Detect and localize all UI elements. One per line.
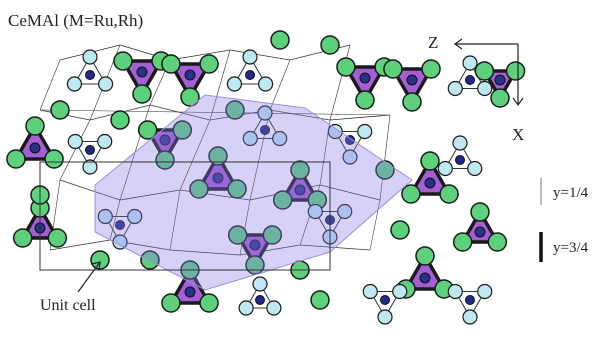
title: CeMAl (M=Ru,Rh) xyxy=(8,11,143,30)
atom-ce xyxy=(421,152,439,170)
atom-ce xyxy=(403,93,421,111)
atom-al xyxy=(478,82,492,96)
atom-ce xyxy=(7,150,25,168)
atom-m xyxy=(185,287,195,297)
atom-m xyxy=(475,227,485,237)
atom-al xyxy=(99,77,113,91)
atom-m xyxy=(137,67,147,77)
atom-ce xyxy=(440,185,458,203)
atom-al xyxy=(227,77,241,91)
atom-al xyxy=(67,77,81,91)
atom-ce xyxy=(162,55,180,73)
atom-al xyxy=(68,135,82,149)
atom-ce xyxy=(114,52,132,70)
atom-m xyxy=(407,75,417,85)
atom-m xyxy=(256,296,265,305)
legend-label: y=3/4 xyxy=(553,240,589,256)
atom-m xyxy=(30,143,40,153)
atom-ce xyxy=(337,58,355,76)
atom-al xyxy=(239,301,253,315)
atom-al xyxy=(259,77,273,91)
atom-al xyxy=(463,310,477,324)
atom-m xyxy=(86,71,95,80)
atom-ce xyxy=(416,247,434,265)
atom-m xyxy=(466,296,475,305)
atom-m xyxy=(456,156,465,165)
legend-label: y=1/4 xyxy=(553,185,589,201)
atom-ce xyxy=(507,62,525,80)
atom-ce xyxy=(384,60,402,78)
atom-al xyxy=(453,136,467,150)
atom-ce xyxy=(111,111,129,129)
atom-al xyxy=(98,135,112,149)
atom-ce xyxy=(422,60,440,78)
atom-ce xyxy=(471,203,489,221)
atom-ce xyxy=(402,185,420,203)
bond xyxy=(230,50,290,60)
annotation-arrow xyxy=(78,262,100,292)
atom-ce xyxy=(311,291,329,309)
atom-ce xyxy=(162,294,180,312)
bond xyxy=(330,115,390,120)
atom-ce xyxy=(356,91,374,109)
atom-ce xyxy=(454,233,472,251)
atom-m xyxy=(420,273,430,283)
atom-al xyxy=(463,56,477,70)
atom-m xyxy=(86,146,95,155)
atom-al xyxy=(378,310,392,324)
atom-al xyxy=(468,162,482,176)
atom-ce xyxy=(200,294,218,312)
atom-al xyxy=(438,162,452,176)
atom-m xyxy=(425,178,435,188)
atom-m xyxy=(466,76,475,85)
bond xyxy=(330,45,350,120)
x-label: X xyxy=(512,125,524,144)
atom-m xyxy=(246,71,255,80)
atom-ce xyxy=(133,85,151,103)
atom-m xyxy=(381,296,390,305)
atom-m xyxy=(185,70,195,80)
atom-al xyxy=(358,125,372,139)
z-label: Z xyxy=(428,33,438,52)
atom-al xyxy=(243,50,257,64)
diagram: CeMAl (M=Ru,Rh) Z X y=1/4 y=3/4 Unit cel… xyxy=(0,0,606,338)
atom-ce xyxy=(51,101,69,119)
bond xyxy=(170,50,230,60)
atom-ce xyxy=(26,117,44,135)
atom-ce xyxy=(488,233,506,251)
annotation: Unit cell xyxy=(40,297,96,314)
atom-al xyxy=(448,82,462,96)
atom-ce xyxy=(271,31,289,49)
atom-al xyxy=(267,301,281,315)
atom-m xyxy=(495,75,505,85)
atom-ce xyxy=(200,55,218,73)
atom-m xyxy=(360,73,370,83)
atom-ce xyxy=(391,221,409,239)
atom-al xyxy=(83,50,97,64)
atom-ce xyxy=(321,36,339,54)
atom-al xyxy=(253,277,267,291)
atom-al xyxy=(393,285,407,299)
atom-ce xyxy=(45,150,63,168)
atom-ce xyxy=(491,89,509,107)
atom-al xyxy=(448,285,462,299)
bond xyxy=(290,45,350,60)
atom-al xyxy=(478,285,492,299)
atom-ce xyxy=(14,229,32,247)
atom-ce xyxy=(48,229,66,247)
atom-al xyxy=(363,285,377,299)
